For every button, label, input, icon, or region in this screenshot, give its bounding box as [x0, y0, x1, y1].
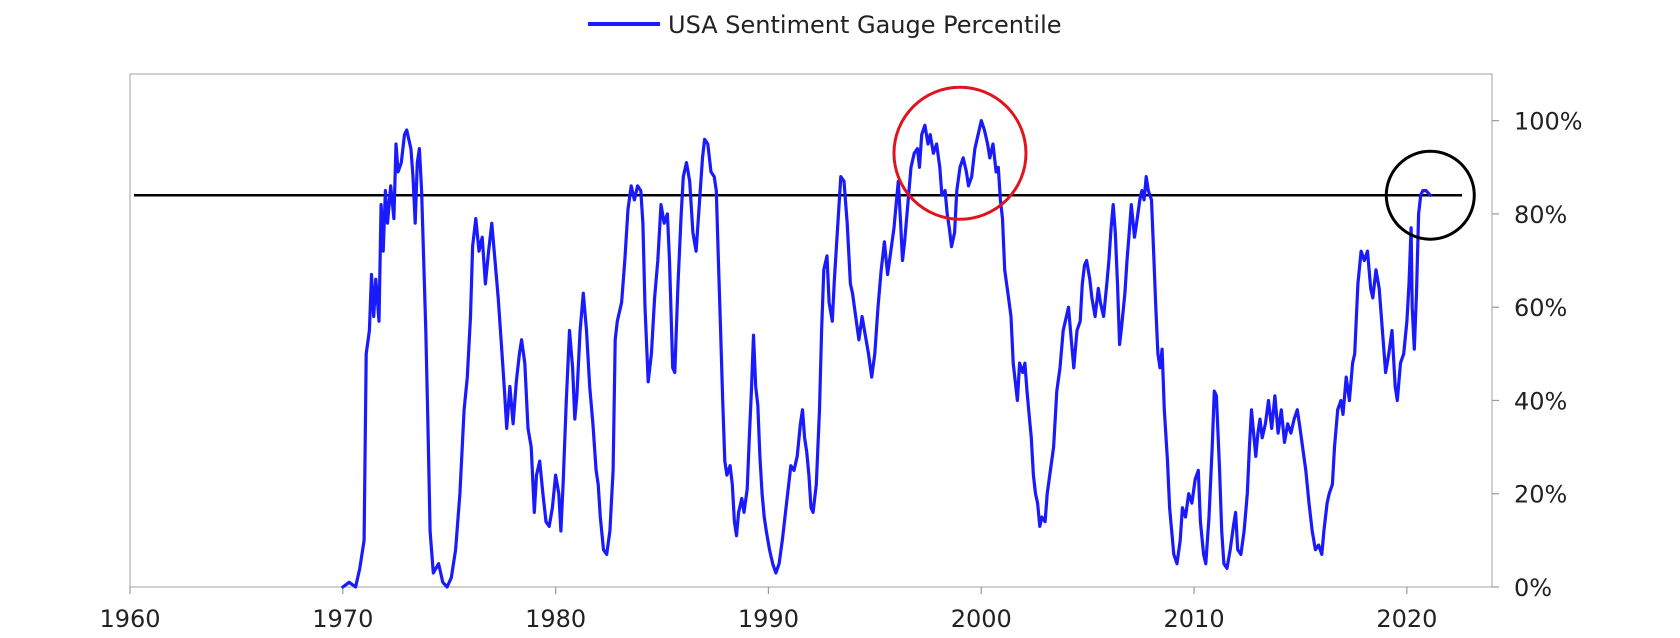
plot-frame [129, 73, 1493, 588]
x-tick-label: 1980 [525, 605, 586, 633]
x-tick-label: 1990 [738, 605, 799, 633]
y-tick-label: 60% [1514, 294, 1567, 322]
y-tick-label: 0% [1514, 574, 1552, 602]
annotation-circle [1384, 149, 1476, 241]
series-line-usa-sentiment [341, 119, 1432, 589]
x-axis: 1960 1970 1980 1990 2000 2010 2020 [99, 587, 1437, 633]
legend-label: USA Sentiment Gauge Percentile [668, 11, 1062, 39]
x-tick-label: 2020 [1376, 605, 1437, 633]
y-tick-label: 100% [1514, 108, 1583, 136]
x-tick-label: 2000 [951, 605, 1012, 633]
y-tick-label: 80% [1514, 201, 1567, 229]
annotations [892, 85, 1476, 241]
legend: USA Sentiment Gauge Percentile [588, 11, 1062, 39]
y-tick-label: 40% [1514, 387, 1567, 415]
annotation-circle [892, 85, 1028, 221]
x-tick-label: 1970 [312, 605, 373, 633]
y-axis: 0% 20% 40% 60% 80% 100% [1492, 108, 1583, 602]
x-tick-label: 2010 [1164, 605, 1225, 633]
x-tick-label: 1960 [99, 605, 160, 633]
y-tick-label: 20% [1514, 481, 1567, 509]
